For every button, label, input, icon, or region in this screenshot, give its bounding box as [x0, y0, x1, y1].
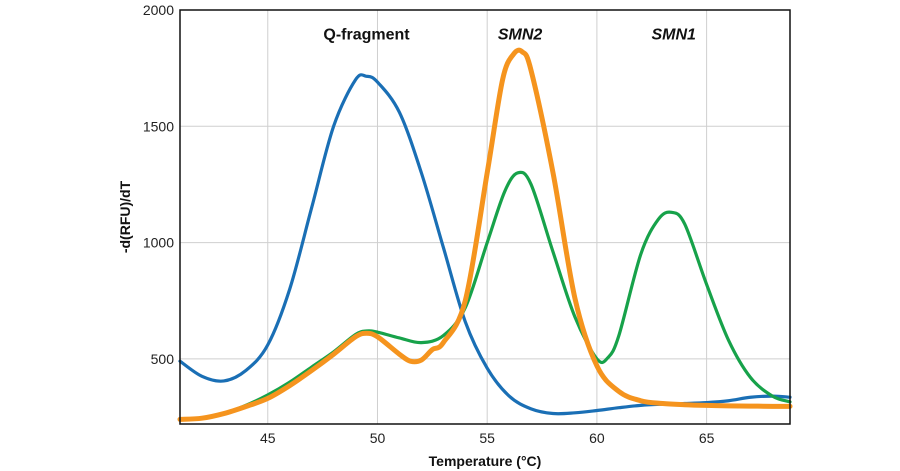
x-axis-label: Temperature (°C) [429, 453, 542, 469]
peak-annotation: Q-fragment [323, 26, 410, 43]
y-tick-label: 2000 [143, 2, 174, 18]
y-axis-label: -d(RFU)/dT [117, 180, 133, 253]
y-tick-label: 1000 [143, 235, 174, 251]
x-tick-label: 45 [260, 430, 276, 446]
y-tick-label: 1500 [143, 118, 174, 134]
peak-annotation: SMN1 [651, 26, 696, 43]
series-lines [177, 47, 793, 422]
x-tick-label: 60 [589, 430, 605, 446]
series-line-3 [177, 47, 793, 422]
y-tick-label: 500 [151, 351, 175, 367]
series-line-2 [178, 170, 792, 421]
peak-annotation: SMN2 [498, 26, 543, 43]
peak-annotations: Q-fragment SMN2 SMN1 [323, 26, 696, 43]
x-tick-label: 50 [370, 430, 386, 446]
x-tick-label: 55 [479, 430, 495, 446]
x-tick-label: 65 [699, 430, 715, 446]
plot-frame [179, 9, 791, 425]
tick-labels: 45 50 55 60 65 500 1000 1500 2000 [143, 2, 715, 446]
